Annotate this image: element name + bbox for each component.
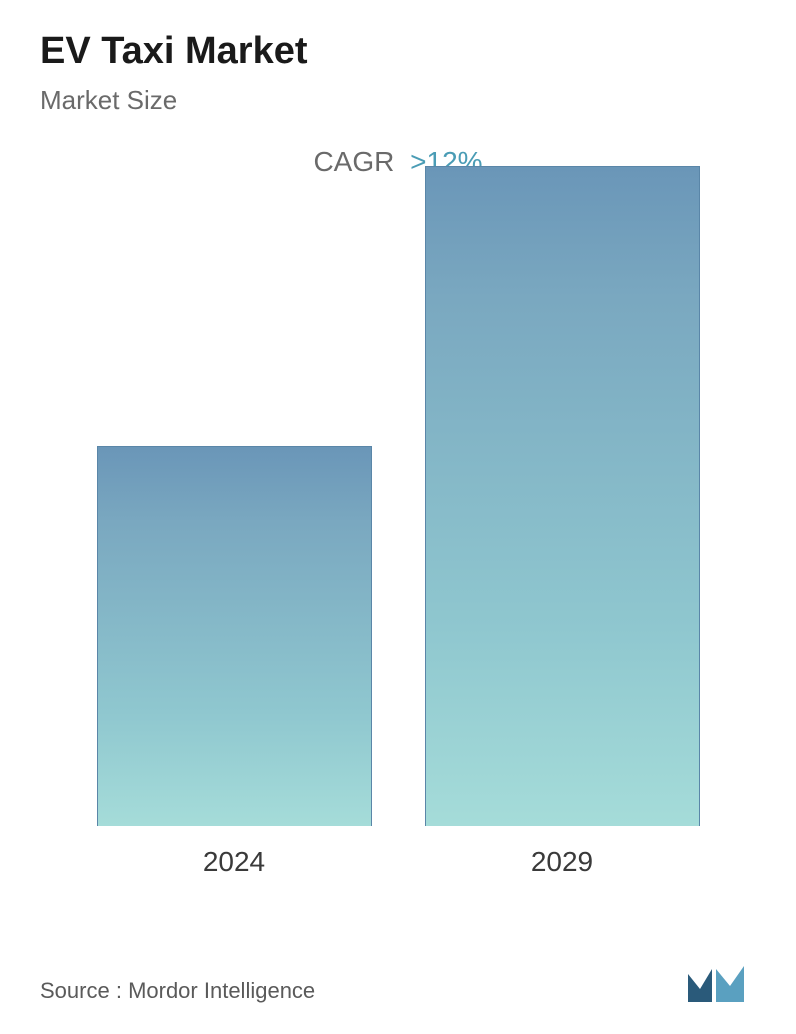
bar-group-1: 2029	[422, 166, 702, 878]
footer: Source : Mordor Intelligence	[40, 964, 756, 1004]
bar-label-0: 2024	[203, 846, 265, 878]
chart-area: 2024 2029	[40, 218, 756, 878]
chart-subtitle: Market Size	[40, 85, 756, 116]
bar-group-0: 2024	[94, 446, 374, 878]
chart-title: EV Taxi Market	[40, 30, 756, 73]
bar-label-1: 2029	[531, 846, 593, 878]
source-label: Source :	[40, 978, 122, 1003]
chart-container: EV Taxi Market Market Size CAGR >12% 202…	[0, 0, 796, 1034]
source-text: Source : Mordor Intelligence	[40, 978, 315, 1004]
mordor-logo-icon	[686, 964, 756, 1004]
source-name: Mordor Intelligence	[128, 978, 315, 1003]
cagr-label: CAGR	[313, 146, 394, 177]
bar-0	[97, 446, 372, 826]
bar-1	[425, 166, 700, 826]
